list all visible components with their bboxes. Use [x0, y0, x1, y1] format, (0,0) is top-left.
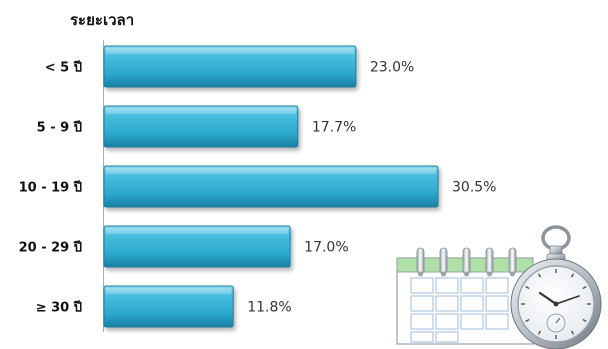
bar-highlight-0: [106, 48, 354, 54]
value-label-0: 23.0%: [370, 60, 414, 76]
watch-tick-4: [582, 318, 587, 323]
watch-tick-7: [537, 330, 542, 335]
category-label-1: 5 - 9 ปี: [37, 120, 82, 136]
bar-2: [103, 165, 439, 208]
category-label-2: 10 - 19 ปี: [19, 180, 82, 196]
bar-highlight-3: [106, 228, 289, 234]
bar-highlight-1: [106, 108, 296, 114]
watch-tick-11: [537, 273, 542, 278]
watch-tick-2: [582, 285, 587, 290]
bar-1: [103, 105, 299, 148]
bar-0: [103, 45, 357, 88]
chart-title: ระยะเวลา: [70, 11, 134, 29]
category-label-0: < 5 ปี: [45, 60, 82, 76]
watch-tick-5: [570, 330, 575, 335]
value-label-2: 30.5%: [452, 180, 496, 196]
watch-tick-10: [525, 285, 530, 290]
category-labels: < 5 ปี 5 - 9 ปี 10 - 19 ปี 20 - 29 ปี ≥ 30 ป…: [19, 60, 82, 316]
category-label-3: 20 - 29 ปี: [19, 240, 82, 256]
bar-3: [103, 225, 291, 268]
category-label-4: ≥ 30 ปี: [36, 300, 82, 316]
value-labels: 23.0% 17.7% 30.5% 17.0% 11.8%: [247, 60, 496, 316]
calendar-icon: [396, 247, 534, 345]
pocket-watch-icon: [510, 225, 602, 349]
bar-series: [103, 45, 439, 328]
bar-4: [103, 285, 234, 328]
watch-tick-8: [525, 318, 530, 323]
value-label-3: 17.0%: [304, 240, 348, 256]
bar-highlight-2: [106, 168, 436, 174]
value-label-4: 11.8%: [247, 300, 291, 316]
value-label-1: 17.7%: [312, 120, 356, 136]
bar-highlight-4: [106, 288, 232, 294]
watch-tick-1: [570, 273, 575, 278]
